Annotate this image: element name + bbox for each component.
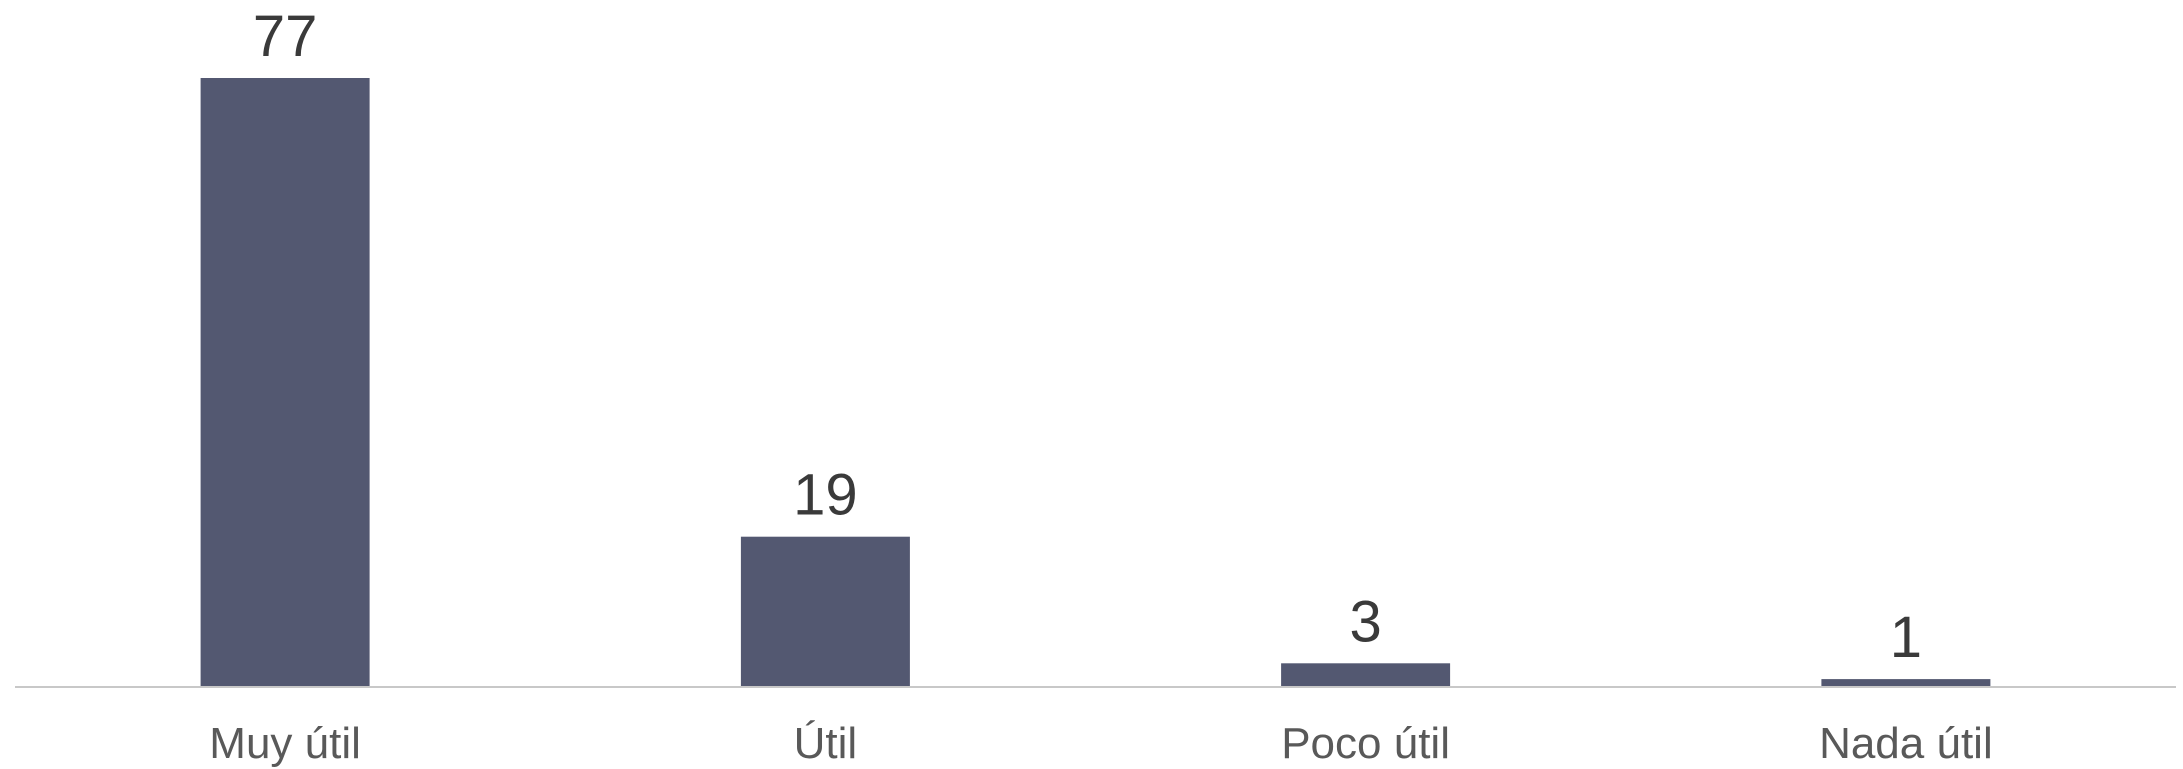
category-labels-group: Muy útil Útil Poco útil Nada útil — [209, 719, 1992, 768]
bar-2 — [1281, 663, 1451, 687]
category-label-0: Muy útil — [209, 719, 361, 768]
bar-1 — [740, 536, 910, 687]
category-label-2: Poco útil — [1281, 719, 1450, 768]
category-label-1: Útil — [794, 719, 858, 768]
data-label-1: 19 — [793, 463, 858, 528]
bar-0 — [200, 78, 370, 687]
data-label-3: 1 — [1890, 605, 1922, 670]
bar-3 — [1821, 679, 1991, 687]
bars-group — [200, 78, 1991, 687]
data-labels-group: 77 19 3 1 — [253, 4, 1922, 670]
category-label-3: Nada útil — [1819, 719, 1993, 768]
data-label-2: 3 — [1349, 589, 1381, 654]
data-label-0: 77 — [253, 4, 318, 69]
